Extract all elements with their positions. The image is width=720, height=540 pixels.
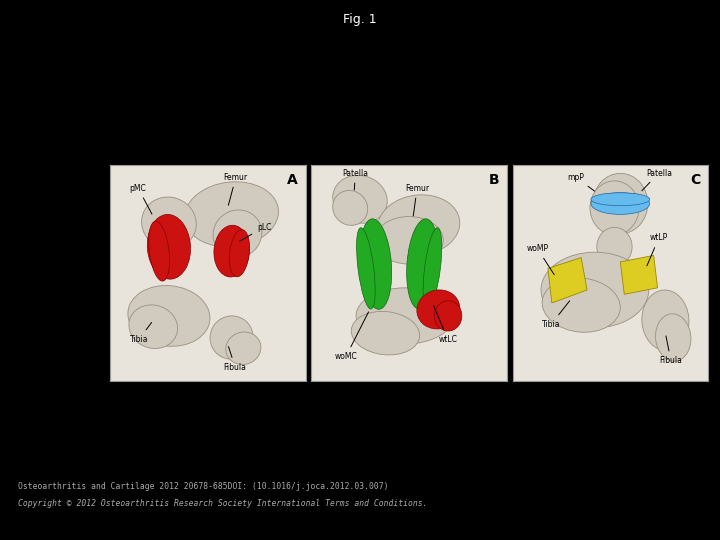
- Ellipse shape: [378, 195, 460, 255]
- Text: woMC: woMC: [335, 312, 369, 361]
- Ellipse shape: [407, 219, 438, 309]
- Ellipse shape: [655, 314, 691, 361]
- Text: pLC: pLC: [240, 222, 271, 241]
- Ellipse shape: [333, 191, 368, 225]
- Text: Fibula: Fibula: [660, 336, 683, 366]
- Text: Patella: Patella: [343, 168, 369, 190]
- Ellipse shape: [417, 290, 460, 329]
- Text: Tibia: Tibia: [130, 322, 152, 344]
- Ellipse shape: [229, 230, 250, 277]
- Ellipse shape: [356, 228, 375, 309]
- Ellipse shape: [591, 193, 649, 214]
- Ellipse shape: [214, 225, 249, 277]
- Text: Copyright © 2012 Osteoarthritis Research Society International Terms and Conditi: Copyright © 2012 Osteoarthritis Research…: [18, 498, 428, 508]
- Text: Fibula: Fibula: [224, 347, 247, 372]
- Ellipse shape: [149, 221, 169, 281]
- Text: C: C: [690, 173, 701, 187]
- Ellipse shape: [542, 278, 620, 332]
- Ellipse shape: [590, 181, 639, 235]
- Text: Patella: Patella: [642, 168, 672, 191]
- Text: wtLP: wtLP: [647, 233, 668, 266]
- Ellipse shape: [351, 312, 420, 355]
- Ellipse shape: [226, 332, 261, 365]
- Ellipse shape: [541, 252, 649, 328]
- Text: mpP: mpP: [567, 173, 595, 191]
- Text: wtLC: wtLC: [433, 306, 457, 344]
- Text: Femur: Femur: [405, 184, 429, 216]
- Ellipse shape: [642, 290, 689, 350]
- Text: A: A: [287, 173, 298, 187]
- Text: Osteoarthritis and Cartilage 2012 20678-685DOI: (10.1016/j.joca.2012.03.007): Osteoarthritis and Cartilage 2012 20678-…: [18, 482, 389, 491]
- Ellipse shape: [210, 316, 253, 359]
- Text: Femur: Femur: [224, 173, 248, 205]
- Ellipse shape: [185, 182, 279, 247]
- Ellipse shape: [213, 210, 262, 258]
- Ellipse shape: [593, 173, 648, 234]
- Text: pMC: pMC: [130, 184, 152, 214]
- Ellipse shape: [591, 193, 649, 206]
- Text: Tibia: Tibia: [542, 301, 570, 329]
- Ellipse shape: [597, 227, 632, 266]
- Text: woMP: woMP: [526, 244, 554, 275]
- Text: Fig. 1: Fig. 1: [343, 14, 377, 26]
- Polygon shape: [548, 258, 587, 303]
- Polygon shape: [621, 255, 657, 294]
- Ellipse shape: [423, 228, 442, 309]
- Text: B: B: [488, 173, 499, 187]
- Ellipse shape: [360, 219, 392, 309]
- Ellipse shape: [142, 197, 197, 249]
- Ellipse shape: [148, 214, 191, 279]
- Ellipse shape: [128, 286, 210, 346]
- Ellipse shape: [333, 176, 387, 223]
- Ellipse shape: [434, 301, 462, 331]
- Ellipse shape: [129, 305, 178, 348]
- Ellipse shape: [374, 217, 444, 264]
- Ellipse shape: [356, 288, 454, 344]
